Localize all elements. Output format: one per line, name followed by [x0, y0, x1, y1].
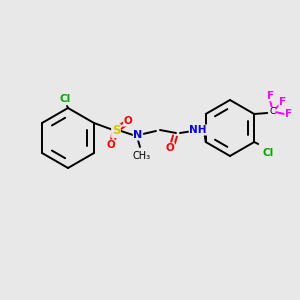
- Text: F: F: [279, 97, 286, 107]
- Text: Cl: Cl: [59, 94, 70, 104]
- Text: O: O: [124, 116, 132, 126]
- Text: O: O: [166, 143, 174, 153]
- Text: O: O: [106, 140, 116, 150]
- Text: CH₃: CH₃: [133, 151, 151, 161]
- Text: F: F: [267, 91, 274, 101]
- Text: C: C: [269, 107, 275, 116]
- Text: F: F: [285, 109, 292, 119]
- Text: S: S: [112, 124, 120, 137]
- Text: NH: NH: [189, 125, 207, 135]
- Text: Cl: Cl: [262, 148, 274, 158]
- Text: N: N: [134, 130, 142, 140]
